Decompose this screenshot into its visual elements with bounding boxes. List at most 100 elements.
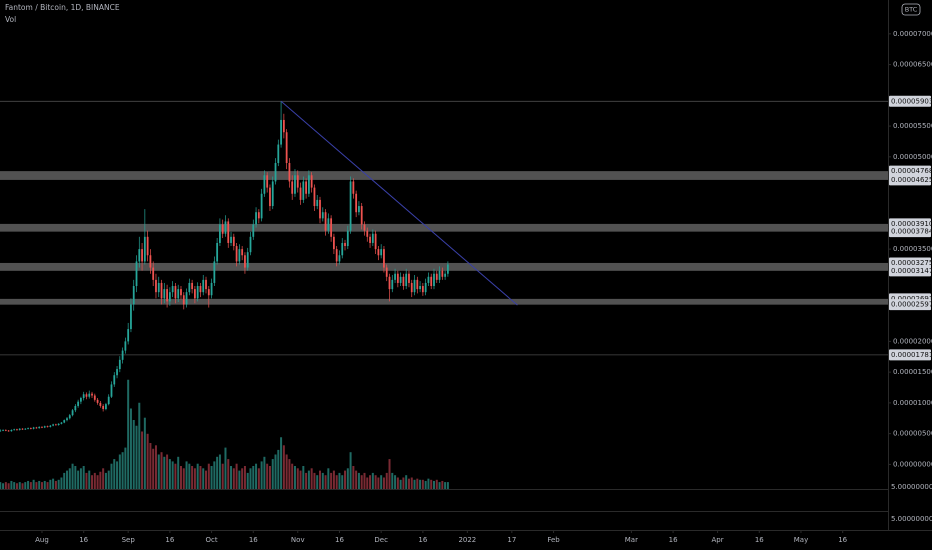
currency-badge-text[interactable]: BTC: [905, 6, 918, 14]
candle-body: [246, 252, 249, 268]
candle-body: [43, 426, 46, 428]
level-label: 0.00001781: [891, 351, 932, 359]
volume-bar: [88, 470, 91, 489]
volume-bar: [110, 463, 113, 489]
candle-body: [408, 273, 410, 283]
candle-body: [110, 384, 113, 397]
volume-bar: [299, 470, 302, 489]
volume-bar: [374, 475, 377, 489]
volume-bar: [21, 483, 24, 489]
zone-top-label: 0.00002691: [891, 295, 932, 303]
volume-bar: [327, 468, 330, 489]
volume-bar: [257, 468, 260, 489]
candle-body: [180, 289, 182, 296]
candle-body: [241, 249, 244, 256]
candle-body: [383, 249, 385, 268]
volume-bar: [91, 475, 94, 489]
volume-label: Vol: [5, 15, 16, 24]
candle-body: [68, 415, 71, 419]
volume-bar: [174, 463, 177, 489]
candle-body: [138, 249, 141, 262]
candle-body: [196, 286, 199, 299]
candle-body: [227, 221, 230, 243]
candle-body: [207, 289, 210, 296]
candle-body: [10, 429, 13, 432]
y-tick-label: 0.00000500: [893, 430, 932, 438]
candle-body: [346, 230, 349, 247]
volume-bar: [316, 475, 319, 489]
candle-body: [319, 199, 321, 219]
candle-body: [435, 273, 438, 280]
candle-body: [102, 405, 105, 410]
x-tick-label: Mar: [625, 536, 638, 544]
candle-body: [257, 212, 260, 219]
volume-bar: [104, 472, 107, 489]
volume-bar: [407, 478, 410, 489]
volume-bar: [63, 472, 66, 489]
volume-bar: [394, 475, 397, 489]
volume-bar: [252, 466, 255, 489]
candle-body: [93, 395, 96, 400]
volume-bar: [129, 408, 132, 489]
y-tick-label: 0.00006500: [893, 61, 932, 69]
level-box: [889, 95, 931, 107]
y-tick-label: 0.00007000: [893, 30, 932, 38]
volume-bar: [15, 483, 18, 489]
candle-body: [391, 279, 394, 290]
volume-bar: [391, 472, 394, 489]
candle-body: [291, 181, 294, 194]
candle-body: [205, 279, 207, 290]
candle-body: [160, 282, 163, 299]
candle-body: [224, 221, 227, 234]
volume-bar: [307, 470, 310, 489]
candle-body: [321, 212, 324, 219]
volume-axis-label: 5.00000000: [891, 515, 932, 523]
volume-bar: [335, 475, 338, 489]
zone: [0, 171, 888, 180]
candle-body: [441, 270, 444, 277]
volume-bar: [399, 479, 402, 489]
level-label: 0.00005903: [891, 97, 932, 105]
y-tick-label: 0.00001500: [893, 368, 932, 376]
volume-bar: [302, 466, 305, 489]
candle-body: [438, 270, 441, 280]
candle-body: [185, 292, 188, 305]
candle-body: [424, 282, 427, 293]
candle-body: [433, 273, 435, 287]
volume-bar: [355, 470, 358, 489]
candle-body: [49, 425, 52, 427]
volume-bar: [207, 463, 210, 489]
candle-body: [316, 199, 319, 207]
volume-bar: [402, 477, 405, 489]
candle-body: [74, 405, 77, 411]
volume-bar: [154, 445, 157, 489]
volume-bar: [199, 466, 202, 489]
candle-body: [132, 286, 135, 305]
x-tick-label: 16: [165, 536, 174, 544]
candle-body: [80, 397, 82, 402]
candle-body: [193, 289, 196, 299]
volume-bar: [324, 475, 327, 489]
candle-body: [266, 175, 269, 188]
candle-body: [394, 273, 396, 280]
candle-body: [430, 276, 433, 287]
y-tick-label: 0.00005500: [893, 122, 932, 130]
candle-body: [54, 424, 57, 426]
volume-bar: [419, 479, 422, 489]
x-tick-label: Aug: [35, 536, 49, 544]
volume-bar: [46, 482, 49, 489]
candle-body: [38, 426, 41, 429]
candle-body: [296, 175, 299, 188]
candle-body: [271, 181, 274, 207]
volume-bar: [382, 477, 385, 489]
currency-badge[interactable]: [901, 3, 921, 16]
candle-body: [210, 282, 213, 296]
volume-bar: [0, 482, 2, 489]
candle-body: [232, 236, 235, 247]
candle-body: [63, 420, 66, 423]
volume-bar: [10, 480, 13, 489]
volume-bar: [7, 483, 10, 489]
volume-bar: [191, 466, 194, 489]
volume-bar: [60, 477, 63, 489]
volume-bar: [238, 470, 241, 489]
